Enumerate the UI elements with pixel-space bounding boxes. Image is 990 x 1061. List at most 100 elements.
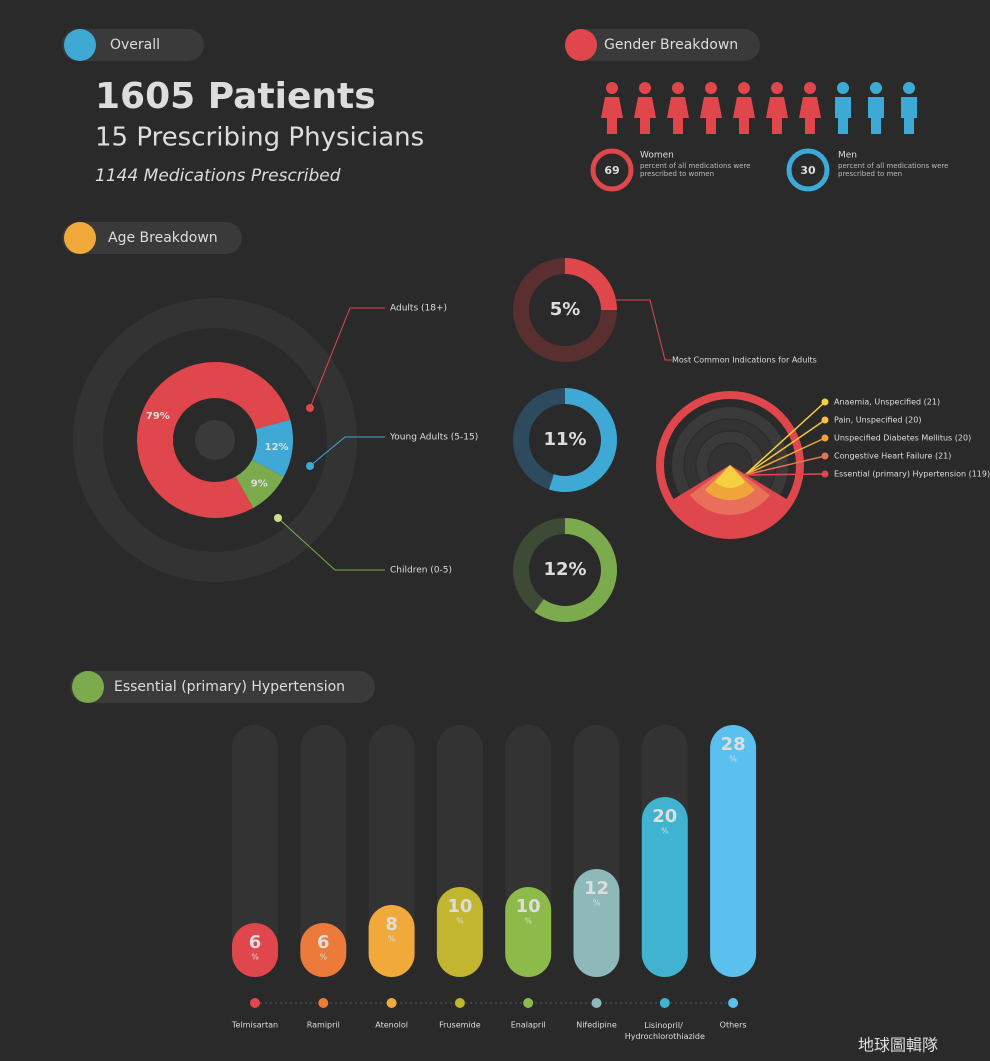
data-unit: % — [388, 935, 396, 944]
data-label: 6 — [249, 932, 262, 953]
headline: 1605 Patients — [95, 76, 376, 117]
bar — [641, 797, 688, 977]
x-dot — [523, 998, 534, 1008]
legend-label: Women — [640, 151, 674, 161]
label-line: Lisinopril/ — [644, 1021, 685, 1030]
legend-dot — [821, 416, 829, 424]
legend-label: Pain, Unspecified (20) — [834, 416, 921, 425]
x-dot — [591, 998, 602, 1008]
leader — [744, 437, 826, 476]
icon — [72, 671, 104, 703]
data-label: 20 — [652, 806, 677, 827]
data-unit: % — [661, 827, 669, 836]
bar — [505, 887, 552, 977]
legend-text: percent of all medications were prescrib… — [640, 162, 751, 178]
x-dot — [659, 998, 670, 1008]
bar — [368, 905, 415, 977]
donut-segment — [252, 419, 293, 477]
data-label: 12 — [584, 878, 609, 899]
connector — [277, 517, 385, 571]
donut-segment — [137, 361, 291, 518]
connector — [309, 307, 385, 409]
gauge-value — [548, 388, 618, 493]
person-head — [738, 82, 750, 94]
gauge-value — [534, 518, 617, 622]
bar — [436, 887, 483, 977]
person-head — [606, 82, 618, 94]
legend-text: percent of all medications were prescrib… — [838, 162, 949, 178]
legend-label: Anaemia, Unspecified (21) — [834, 398, 940, 407]
bar — [300, 923, 347, 977]
x-tick-label: Ramipril — [307, 1021, 340, 1030]
section-title: Gender Breakdown — [604, 37, 738, 53]
x-dot — [318, 998, 329, 1008]
x-tick-label: Enalapril — [511, 1021, 546, 1030]
gauge-label: 5% — [550, 299, 581, 320]
badge-value: 69 — [604, 164, 619, 177]
person-body — [868, 97, 884, 134]
annotation: Most Common Indications for Adults — [672, 356, 817, 365]
legend-dot — [821, 398, 829, 406]
icon — [64, 222, 96, 254]
person-body — [601, 97, 623, 134]
bar — [573, 869, 620, 977]
connector-dot — [306, 462, 314, 470]
watermark: 地球圖輯隊 — [858, 1036, 938, 1055]
legend-dot — [821, 470, 829, 478]
pill — [62, 29, 204, 61]
x-tick-label: Atenolol — [375, 1021, 408, 1030]
fan — [715, 465, 745, 488]
bar-track — [300, 725, 347, 977]
bar-track — [232, 725, 278, 977]
donut-hub — [195, 420, 235, 460]
person-head — [903, 82, 915, 94]
badge — [786, 148, 830, 192]
note: 1144 Medications Prescribed — [95, 166, 341, 186]
data-label: 9% — [251, 478, 268, 489]
category-label: Adults (18+) — [390, 304, 447, 314]
person-head — [870, 82, 882, 94]
data-label: 12% — [265, 442, 289, 453]
x-tick-label: Lisinopril/ Hydrochlorothiazide — [625, 1021, 705, 1041]
data-unit: % — [524, 917, 532, 926]
subheadline: 15 Prescribing Physicians — [95, 123, 424, 153]
leader — [744, 419, 826, 476]
person-body — [634, 97, 656, 134]
data-unit: % — [593, 899, 601, 908]
pill — [70, 671, 375, 703]
x-dot — [728, 998, 739, 1008]
data-label: 10 — [516, 896, 541, 917]
pill — [62, 222, 242, 254]
legend-text-box: percent of all medications were prescrib… — [838, 162, 949, 178]
person-head — [705, 82, 717, 94]
data-unit: % — [729, 755, 737, 764]
person-head — [639, 82, 651, 94]
data-unit: % — [251, 953, 259, 962]
person-body — [733, 97, 755, 134]
person-body — [766, 97, 788, 134]
ring — [656, 391, 804, 539]
badge — [590, 148, 634, 192]
leader — [744, 401, 826, 476]
leader — [744, 473, 826, 476]
person-head — [771, 82, 783, 94]
category-label: Young Adults (5-15) — [389, 433, 478, 443]
donut-segment — [235, 459, 284, 508]
legend-label: Men — [838, 151, 857, 161]
connector-dot — [306, 404, 314, 412]
person-body — [901, 97, 917, 134]
icon — [565, 29, 597, 61]
person-body — [700, 97, 722, 134]
bar — [232, 923, 278, 977]
icon — [64, 29, 96, 61]
legend-label: Unspecified Diabetes Mellitus (20) — [834, 434, 971, 443]
label-line: Hydrochlorothiazide — [625, 1032, 705, 1041]
category-label: Children (0-5) — [390, 566, 452, 576]
connector — [309, 436, 385, 467]
x-dot — [386, 998, 397, 1008]
data-unit: % — [319, 953, 327, 962]
connector — [612, 299, 672, 361]
person-body — [835, 97, 851, 134]
legend-dot — [821, 434, 829, 442]
